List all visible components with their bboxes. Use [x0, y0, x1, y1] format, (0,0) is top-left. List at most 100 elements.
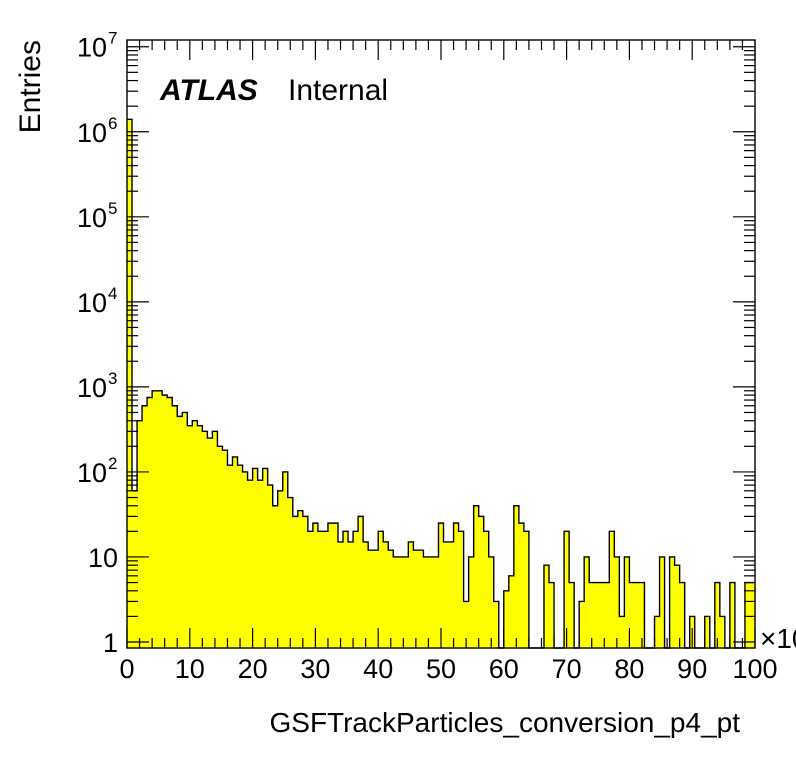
histogram-bin	[443, 541, 449, 648]
y-tick-exponent: 6	[108, 114, 117, 133]
histogram-bin	[312, 523, 319, 648]
histogram-bin	[398, 556, 404, 648]
y-tick-label: 10	[77, 118, 107, 148]
histogram-bin	[322, 531, 329, 648]
histogram-bin	[488, 556, 495, 648]
histogram-bin	[192, 420, 198, 648]
histogram-bin	[137, 420, 143, 648]
histogram-bin	[729, 582, 736, 648]
histogram-bin	[227, 465, 233, 648]
x-axis-multiplier: ×10	[760, 623, 796, 654]
histogram-bin	[624, 556, 630, 648]
histogram-bin	[674, 565, 681, 648]
histogram-bin	[749, 582, 756, 648]
histogram-bin	[629, 582, 635, 648]
histogram-bin	[458, 531, 465, 648]
histogram-bin	[338, 541, 344, 648]
histogram-bin	[307, 531, 314, 648]
histogram-bin	[348, 541, 354, 648]
histogram-bin	[272, 505, 279, 648]
histogram-bin	[132, 490, 138, 648]
histogram-bin	[589, 582, 595, 648]
y-tick-exponent: 4	[108, 284, 117, 303]
histogram-bin	[167, 397, 173, 648]
histogram-bin	[152, 390, 158, 648]
x-tick-label: 30	[300, 654, 330, 684]
histogram-bin	[423, 556, 429, 648]
x-tick-label: 60	[489, 654, 519, 684]
histogram-bars	[127, 119, 756, 648]
histogram-bin	[127, 119, 133, 648]
histogram-bin	[262, 468, 269, 648]
histogram-bin	[549, 582, 555, 648]
histogram-bin	[368, 550, 374, 648]
histogram-bin	[463, 601, 470, 648]
histogram-bin	[744, 582, 751, 648]
x-tick-label: 0	[119, 654, 134, 684]
histogram-bin	[327, 523, 334, 648]
histogram-bin	[358, 516, 364, 648]
histogram-bin	[418, 550, 424, 648]
y-tick-label: 10	[77, 458, 107, 488]
histogram-bin	[403, 556, 409, 648]
histogram-bin	[378, 531, 384, 648]
histogram-bin	[388, 550, 394, 648]
histogram-bin	[247, 480, 253, 648]
histogram-bin	[714, 582, 721, 648]
y-tick-label: 10	[88, 543, 118, 573]
histogram-bin	[363, 541, 369, 648]
histogram-bin	[493, 601, 500, 648]
histogram-bin	[584, 556, 590, 648]
histogram-bin	[207, 438, 213, 648]
atlas-label: ATLAS	[159, 74, 258, 107]
histogram-bin	[564, 531, 570, 648]
histogram-bin	[237, 465, 243, 648]
histogram-bin	[222, 450, 228, 648]
y-tick-label: 10	[77, 203, 107, 233]
histogram-bin	[619, 616, 625, 648]
histogram-bin	[659, 556, 665, 648]
internal-label: Internal	[288, 74, 388, 107]
x-tick-label: 100	[732, 654, 777, 684]
x-tick-label: 50	[426, 654, 456, 684]
x-axis-title: GSFTrackParticles_conversion_p4_pt	[269, 707, 740, 738]
histogram-bin	[257, 480, 264, 648]
y-tick-exponent: 3	[108, 369, 117, 388]
histogram-bin	[438, 523, 444, 648]
histogram-bin	[704, 616, 711, 648]
histogram-bin	[639, 582, 645, 648]
histogram-bin	[302, 516, 309, 648]
histogram-bin	[609, 531, 615, 648]
histogram-bin	[282, 471, 289, 648]
histogram-bin	[634, 582, 640, 648]
histogram-bin	[373, 550, 379, 648]
histogram-bin	[473, 505, 480, 648]
histogram-bin	[297, 510, 304, 648]
x-axis-tick-labels: 0 10 20 30 40 50 60 70 80 90 100	[119, 654, 777, 684]
histogram-bin	[157, 390, 163, 648]
histogram-bin	[518, 523, 525, 648]
x-tick-label: 20	[238, 654, 268, 684]
histogram-bin	[147, 397, 153, 648]
x-tick-label: 90	[677, 654, 707, 684]
histogram-bin	[523, 531, 530, 648]
histogram-bin	[187, 425, 193, 648]
histogram-bin	[543, 565, 550, 648]
histogram-bin	[513, 505, 520, 648]
y-axis-ticks	[127, 46, 755, 643]
histogram-bin	[292, 516, 299, 648]
histogram-bin	[267, 485, 274, 648]
histogram-bin	[287, 497, 294, 648]
y-tick-exponent: 5	[108, 199, 117, 218]
histogram-bin	[332, 523, 339, 648]
histogram-bin	[508, 575, 515, 648]
y-tick-label: 10	[77, 373, 107, 403]
histogram-bin	[669, 556, 676, 648]
histogram-bin	[162, 395, 168, 648]
histogram-bin	[343, 531, 349, 648]
histogram-bin	[433, 556, 439, 648]
histogram-bin	[277, 490, 284, 648]
histogram-bin	[654, 616, 660, 648]
histogram-bin	[503, 590, 510, 648]
